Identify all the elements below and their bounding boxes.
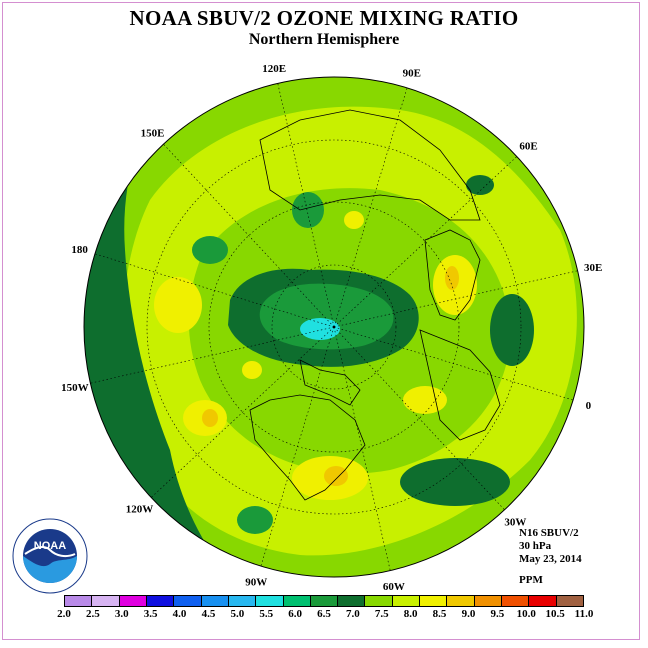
colorbar-tick-label: 5.5 [259,608,274,620]
longitude-label: 30E [584,262,602,274]
colorbar-segment [556,596,583,606]
colorbar-tick-label: 8.0 [403,608,418,620]
orange-spot-usa [324,466,348,486]
longitude-label: 120W [126,503,154,515]
mid-ozone-blob-asia [292,192,324,228]
colorbar-tick-label: 10.0 [516,608,536,620]
colorbar-ticks: 2.0 2.5 3.0 3.5 4.0 4.5 5.0 5.5 6.0 6.5 7.0 7.5 8.0 8… [57,608,593,622]
orange-spot-europe [445,266,459,290]
colorbar-tick-label: 2.0 [57,608,71,620]
colorbar-segment [365,596,393,606]
colorbar-tick-label: 3.0 [114,608,129,620]
meridian-line [260,326,335,567]
image-frame [2,2,640,640]
colorbar-tick-label: 2.5 [86,608,100,620]
meridian-line [333,87,408,328]
low-ozone-center [300,318,340,340]
units-label: PPM [519,574,543,586]
meridian-line [163,143,335,328]
colorbar-tick-label: 6.5 [317,608,331,620]
longitude-label: 60W [383,581,405,593]
orange-spot-pacific [202,409,218,427]
yellow-spot-atlantic [403,386,447,414]
colorbar-tick-label: 9.5 [490,608,505,620]
ozone-contour-field [84,77,584,577]
longitude-label: 90E [403,68,421,80]
colorbar-tick-label: 7.5 [374,608,389,620]
colorbar-segment [420,596,448,606]
colorbar-segment [392,596,421,606]
colorbar-tick-label: 4.0 [172,608,187,620]
longitude-label: 30W [504,517,526,529]
yellow-spot-eastasia [154,277,202,333]
colorbar-segment [92,596,120,606]
colorbar-tick-label: 6.0 [288,608,302,620]
pressure-level-label: 30 hPa [519,540,552,552]
map-title: NOAA SBUV/2 OZONE MIXING RATIO [129,6,519,30]
yellow-spot-alaska [242,361,262,379]
mid-ozone-blob-north [192,236,228,264]
colorbar-segment [310,596,339,606]
light-ozone-band [121,106,577,556]
colorbar-segment [256,596,284,606]
high-ozone-blob-east [490,294,534,366]
graticule [90,83,578,571]
map-border [83,76,585,578]
colorbar-segment [447,596,475,606]
instrument-label: N16 SBUV/2 [519,527,579,539]
colorbar-tick-label: 5.0 [230,608,245,620]
meridian-line [150,326,335,498]
meridian-line [277,83,335,328]
colorbar-segment [228,596,257,606]
longitude-label: 120E [262,63,286,75]
high-ozone-blob-siberia [466,175,494,195]
colorbar-segment [474,596,502,606]
longitude-label: 150W [61,382,89,394]
colorbar-segment [174,596,202,606]
polar-mid-region [259,283,394,350]
colorbar-segment [283,596,311,606]
colorbar-tick-label: 7.0 [346,608,360,620]
colorbar-segment [338,596,366,606]
colorbar-tick-label: 9.0 [461,608,476,620]
colorbar-segment [529,596,557,606]
meridian-line [333,326,574,401]
meridian-line [333,326,391,571]
map-subtitle: Northern Hemisphere [248,31,400,48]
coastlines [249,109,501,501]
meridian-line [333,326,505,511]
colorbar-segment [65,596,93,606]
meridian-line [333,270,578,328]
colorbar-tick-label: 4.5 [201,608,216,620]
meridian-line [94,253,335,328]
colorbar-tick-label: 11.0 [574,608,594,620]
longitude-label: 150E [141,127,165,139]
colorbar-tick-label: 3.5 [143,608,158,620]
colorbar-segment [201,596,229,606]
mid-ozone-blob-pacific [237,506,273,534]
longitude-label: 90W [245,576,267,588]
longitude-labels: 90E 60E 30E 0 30W 60W 90W 120W 150W 180 150E 120E [61,63,602,593]
colorbar-tick-label: 8.5 [432,608,447,620]
noaa-logo-text: NOAA [34,540,66,552]
longitude-label: 0 [586,400,592,412]
longitude-label: 60E [519,141,537,153]
colorbar-segment [146,596,175,606]
colorbar [64,595,584,607]
date-label: May 23, 2014 [519,553,582,565]
colorbar-tick-label: 10.5 [545,608,565,620]
noaa-logo-icon: NOAA [12,518,88,594]
noaa-logo: NOAA [12,518,88,594]
longitude-label: 180 [71,244,88,256]
high-ozone-blob-atlantic [400,458,510,506]
colorbar-segment [119,596,147,606]
meridian-line [333,156,518,328]
yellow-spot-siberia [344,211,364,229]
meridian-line [90,326,335,384]
colorbar-segment [502,596,530,606]
